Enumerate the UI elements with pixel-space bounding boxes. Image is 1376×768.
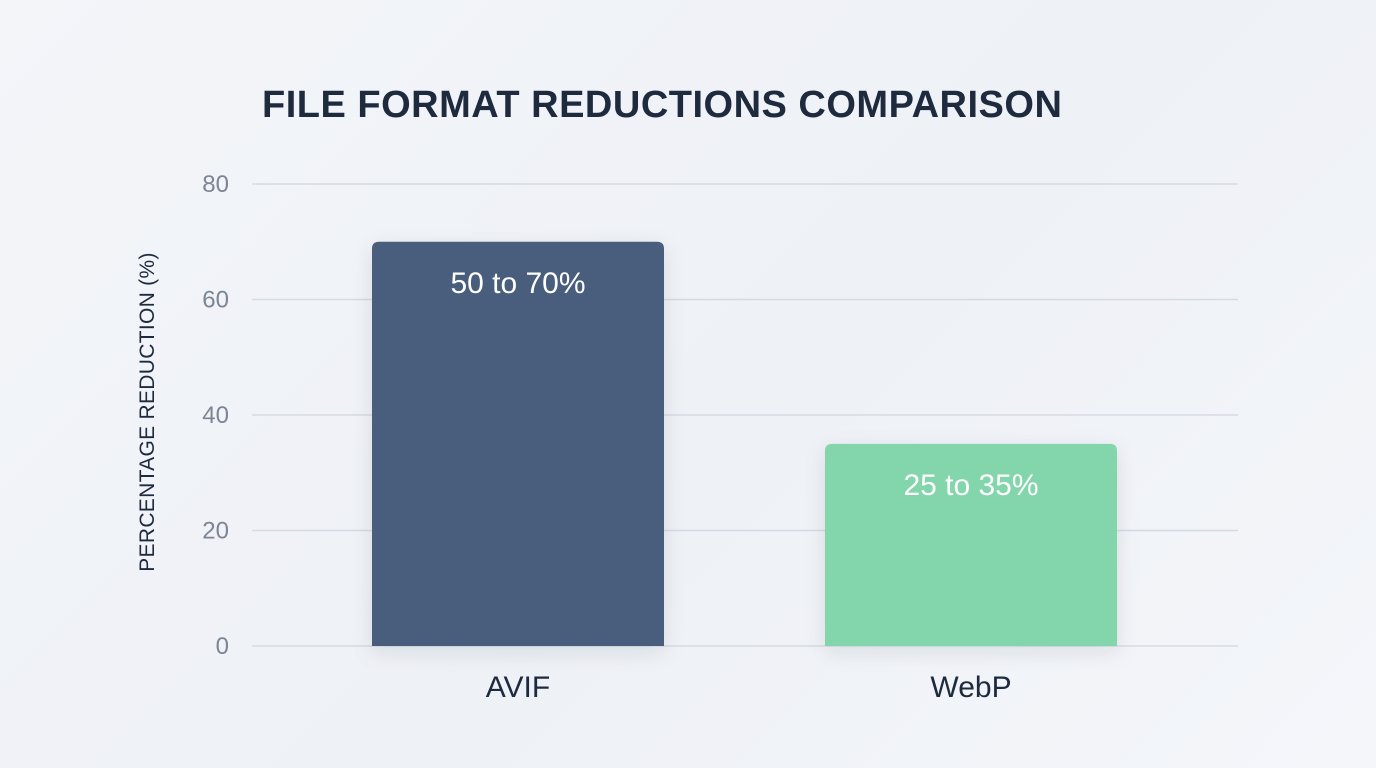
y-tick-label: 40: [202, 402, 229, 429]
y-tick-label: 0: [216, 633, 229, 660]
y-tick-label: 80: [202, 171, 229, 198]
x-category-label: WebP: [930, 671, 1011, 704]
y-axis-ticks: 0 20 40 60 80: [202, 171, 229, 660]
x-axis-labels: AVIF WebP: [486, 671, 1012, 704]
y-tick-label: 60: [202, 287, 229, 314]
bar-avif: [372, 241, 664, 646]
y-tick-label: 20: [202, 518, 229, 545]
x-category-label: AVIF: [486, 671, 550, 704]
data-label-webp: 25 to 35%: [903, 469, 1038, 502]
data-label-avif: 50 to 70%: [450, 267, 585, 300]
bars: 50 to 70% 25 to 35%: [372, 241, 1117, 646]
bar-webp: [825, 443, 1117, 646]
chart-title: FILE FORMAT REDUCTIONS COMPARISON: [262, 84, 1063, 126]
